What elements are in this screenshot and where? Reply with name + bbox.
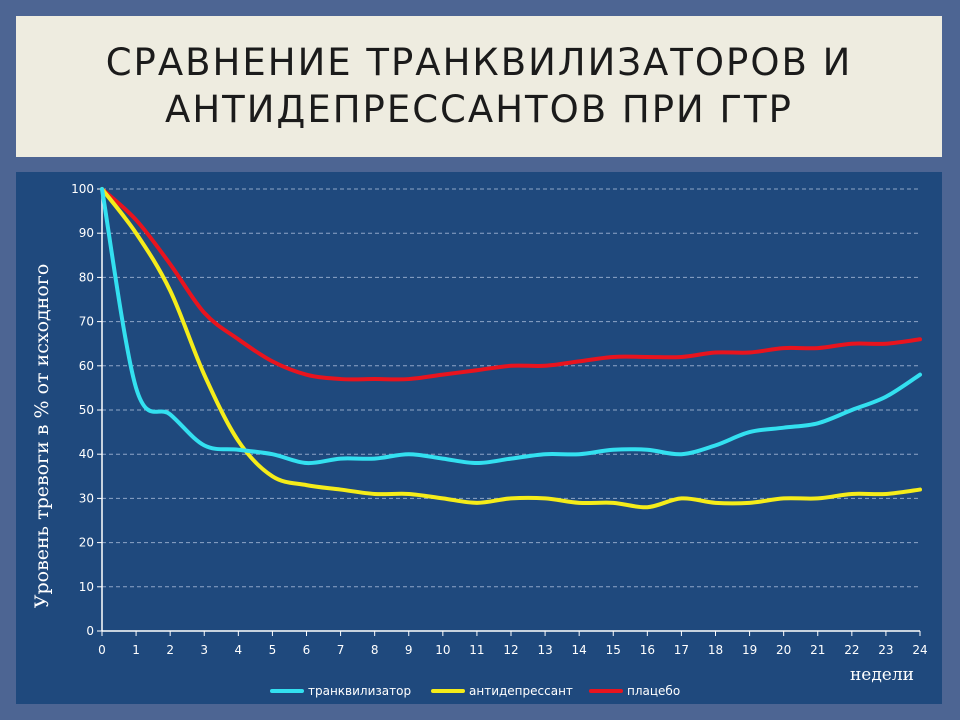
legend-label-antidepressant: антидепрессант <box>469 684 573 698</box>
legend-label-tranquilizer: транквилизатор <box>308 684 411 698</box>
x-tick-label: 19 <box>742 643 757 657</box>
x-tick-label: 20 <box>776 643 791 657</box>
x-tick-label: 11 <box>469 643 484 657</box>
x-tick-label: 6 <box>303 643 311 657</box>
y-tick-label: 100 <box>71 182 94 196</box>
y-tick-label: 40 <box>79 447 94 461</box>
slide-title-line-2: АНТИДЕПРЕССАНТОВ ПРИ ГТР <box>165 87 793 131</box>
x-axis-label: недели <box>850 665 914 685</box>
x-tick-label: 10 <box>435 643 450 657</box>
x-tick-label: 17 <box>674 643 689 657</box>
series-line-placebo <box>100 187 922 382</box>
x-tick-label: 14 <box>572 643 587 657</box>
y-tick-label: 80 <box>79 270 94 284</box>
chart-panel: 0 10 20 30 40 50 60 70 80 90 100 0 1 2 3 4 5 6 7 8 9 10 11 12 13… <box>16 172 942 704</box>
series-line-antidepressant <box>100 187 922 510</box>
x-tick-label: 16 <box>640 643 655 657</box>
y-axis-label: Уровень тревоги в % от исходного <box>31 264 53 609</box>
x-tick-label: 5 <box>269 643 277 657</box>
title-box: СРАВНЕНИЕ ТРАНКВИЛИЗАТОРОВ И АНТИДЕПРЕСС… <box>16 16 942 157</box>
x-tick-label: 4 <box>235 643 243 657</box>
slide-title: СРАВНЕНИЕ ТРАНКВИЛИЗАТОРОВ И АНТИДЕПРЕСС… <box>106 40 853 134</box>
x-tick-label: 1 <box>132 643 140 657</box>
x-tick-label: 8 <box>371 643 379 657</box>
x-tick-label: 7 <box>337 643 345 657</box>
slide-title-line-1: СРАВНЕНИЕ ТРАНКВИЛИЗАТОРОВ И <box>105 40 853 84</box>
x-tick-label: 9 <box>405 643 413 657</box>
x-tick-label: 3 <box>200 643 208 657</box>
x-tick-label: 2 <box>166 643 174 657</box>
series-line-tranquilizer <box>100 187 922 466</box>
x-tick-label: 0 <box>98 643 106 657</box>
y-tick-label: 20 <box>79 536 94 550</box>
y-tick-label: 30 <box>79 491 94 505</box>
y-tick-label: 0 <box>86 624 94 638</box>
x-tick-label: 24 <box>912 643 927 657</box>
x-tick-label: 15 <box>606 643 621 657</box>
y-tick-label: 10 <box>79 580 94 594</box>
x-tick-label: 12 <box>503 643 518 657</box>
y-tick-label: 90 <box>79 226 94 240</box>
legend: транквилизатор антидепрессант плацебо <box>270 684 680 698</box>
grid-lines <box>102 188 920 588</box>
series-lines <box>100 187 922 510</box>
x-tick-label: 18 <box>708 643 723 657</box>
y-tick-label: 60 <box>79 359 94 373</box>
y-tick-label: 70 <box>79 315 94 329</box>
x-tick-label: 22 <box>844 643 859 657</box>
x-tick-label: 21 <box>810 643 825 657</box>
x-tick-label: 23 <box>878 643 893 657</box>
x-tick-label: 13 <box>537 643 552 657</box>
y-tick-label: 50 <box>79 403 94 417</box>
legend-label-placebo: плацебо <box>627 684 680 698</box>
